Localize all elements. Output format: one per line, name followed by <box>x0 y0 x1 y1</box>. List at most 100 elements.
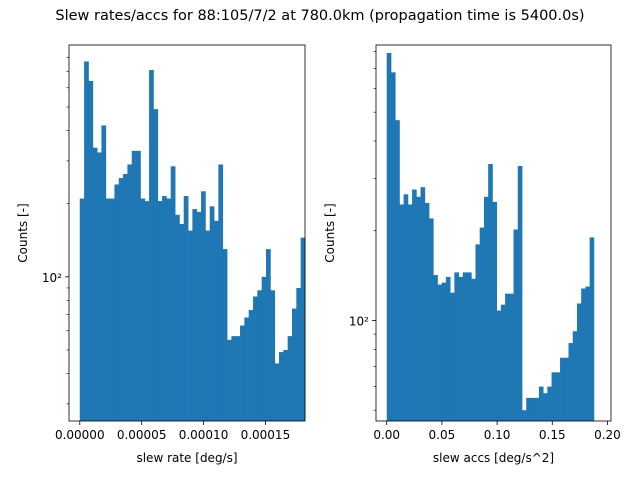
chart2-bar <box>420 187 426 421</box>
chart2-bar <box>403 194 409 421</box>
chart2-bar <box>475 244 481 421</box>
chart2-bar <box>428 218 434 421</box>
chart2-x-tick-label: 0.05 <box>429 428 456 442</box>
chart1-bar <box>300 237 306 421</box>
chart2-y-tick-label: 10² <box>349 314 369 328</box>
chart1-bar <box>92 147 98 421</box>
chart2-bar <box>585 286 591 421</box>
chart1-bar <box>170 166 176 421</box>
chart1-bar <box>218 164 224 422</box>
chart2-bar <box>538 386 544 421</box>
chart2-bar <box>416 196 421 421</box>
chart1-bar <box>192 209 198 421</box>
chart1-bar <box>110 198 115 421</box>
chart1-bar <box>244 317 250 421</box>
chart1-y-axis-label: Counts [-] <box>16 203 30 262</box>
chart1-bar <box>205 230 211 421</box>
chart2-bar <box>471 278 476 421</box>
chart1-bar <box>296 287 302 421</box>
chart2-bar <box>551 372 557 421</box>
chart1-bar <box>257 290 263 421</box>
chart2-bar <box>564 357 569 421</box>
chart2-bar <box>496 310 502 421</box>
chart2-bar <box>454 272 459 421</box>
chart1-bar <box>175 214 180 421</box>
chart2-x-axis-label: slew accs [deg/s^2] <box>433 451 554 465</box>
chart1-bar <box>149 70 154 422</box>
chart2-bar <box>547 386 552 421</box>
chart1-bar <box>266 249 271 421</box>
chart2-bar <box>450 292 455 421</box>
chart1-bar <box>261 276 267 421</box>
chart1-bar <box>84 61 89 422</box>
chart1-bar <box>114 184 120 421</box>
chart2-bar <box>526 397 531 421</box>
chart2-x-tick-label: 0.15 <box>539 428 566 442</box>
chart1-bar <box>209 206 215 421</box>
chart1-bar <box>166 198 172 421</box>
chart2-bar <box>483 196 489 421</box>
chart1-bar <box>240 325 245 421</box>
chart1-bar <box>188 230 193 421</box>
chart2-bar <box>492 201 498 421</box>
chart2-bar <box>576 303 582 421</box>
chart1-bar <box>123 174 128 421</box>
chart2-bar <box>433 275 438 421</box>
chart2-bar <box>509 293 514 421</box>
chart1-bar <box>283 349 289 421</box>
chart2-bar <box>467 272 472 421</box>
chart1-x-tick-label: 0.00015 <box>241 428 291 442</box>
chart2-y-axis-label: Counts [-] <box>323 203 337 262</box>
chart2-bar <box>581 288 586 421</box>
chart2-x-tick-label: 0.10 <box>484 428 511 442</box>
chart2-bar <box>543 393 548 421</box>
chart1-bar <box>101 125 107 421</box>
chart1-bar <box>196 211 202 421</box>
chart1-bar <box>253 296 258 421</box>
chart1-y-tick-label: 10² <box>42 271 62 285</box>
chart1-frame <box>68 44 306 422</box>
chart1-bar <box>214 220 219 421</box>
chart2-bar <box>390 72 396 421</box>
chart1-bar <box>118 178 124 421</box>
chart1-bar <box>153 109 159 422</box>
chart2-bar <box>521 410 527 421</box>
chart2-x-tick-label: 0.20 <box>594 428 621 442</box>
chart2-bar <box>555 372 561 421</box>
chart1-axes: 0.00000 0.00005 0.00010 0.00015 10² slew rate… <box>16 44 306 465</box>
chart1-bar <box>162 196 167 421</box>
chart1-bar <box>136 150 141 422</box>
chart1-bar <box>97 152 102 421</box>
chart2-axes: 0.00 0.05 0.10 0.15 0.20 10² slew accs [deg/s^… <box>323 44 621 465</box>
chart2-bar <box>462 272 468 421</box>
chart1-bar <box>79 198 85 421</box>
chart1-bar <box>140 198 146 421</box>
chart1-bar <box>157 201 163 421</box>
chart1-x-tick-label: 0.00010 <box>179 428 229 442</box>
chart2-bar <box>441 282 447 421</box>
chart1-bar <box>144 201 150 421</box>
chart2-bar <box>479 227 485 421</box>
chart1-bar <box>274 363 280 421</box>
chart1-bar <box>201 191 206 421</box>
chart2-bar <box>500 304 506 421</box>
chart2-bar <box>424 202 430 421</box>
chart2-bar <box>513 229 519 421</box>
chart1-bar <box>235 336 241 421</box>
chart1-bar <box>222 249 228 421</box>
chart1-bar <box>131 150 137 422</box>
chart1-x-tick-label: 0.00000 <box>55 428 105 442</box>
chart1-bar <box>105 198 111 421</box>
chart1-bar <box>88 80 94 421</box>
figure-title: Slew rates/accs for 88:105/7/2 at 780.0k… <box>55 8 585 24</box>
chart2-bar <box>399 204 405 421</box>
chart2-bar <box>412 189 417 421</box>
chart1-bar <box>183 196 189 421</box>
chart2-bar <box>534 397 540 421</box>
chart2-bar <box>560 357 565 421</box>
chart1-x-tick-label: 0.00005 <box>117 428 167 442</box>
chart2-bar <box>505 293 510 421</box>
chart1-bar <box>179 223 185 421</box>
